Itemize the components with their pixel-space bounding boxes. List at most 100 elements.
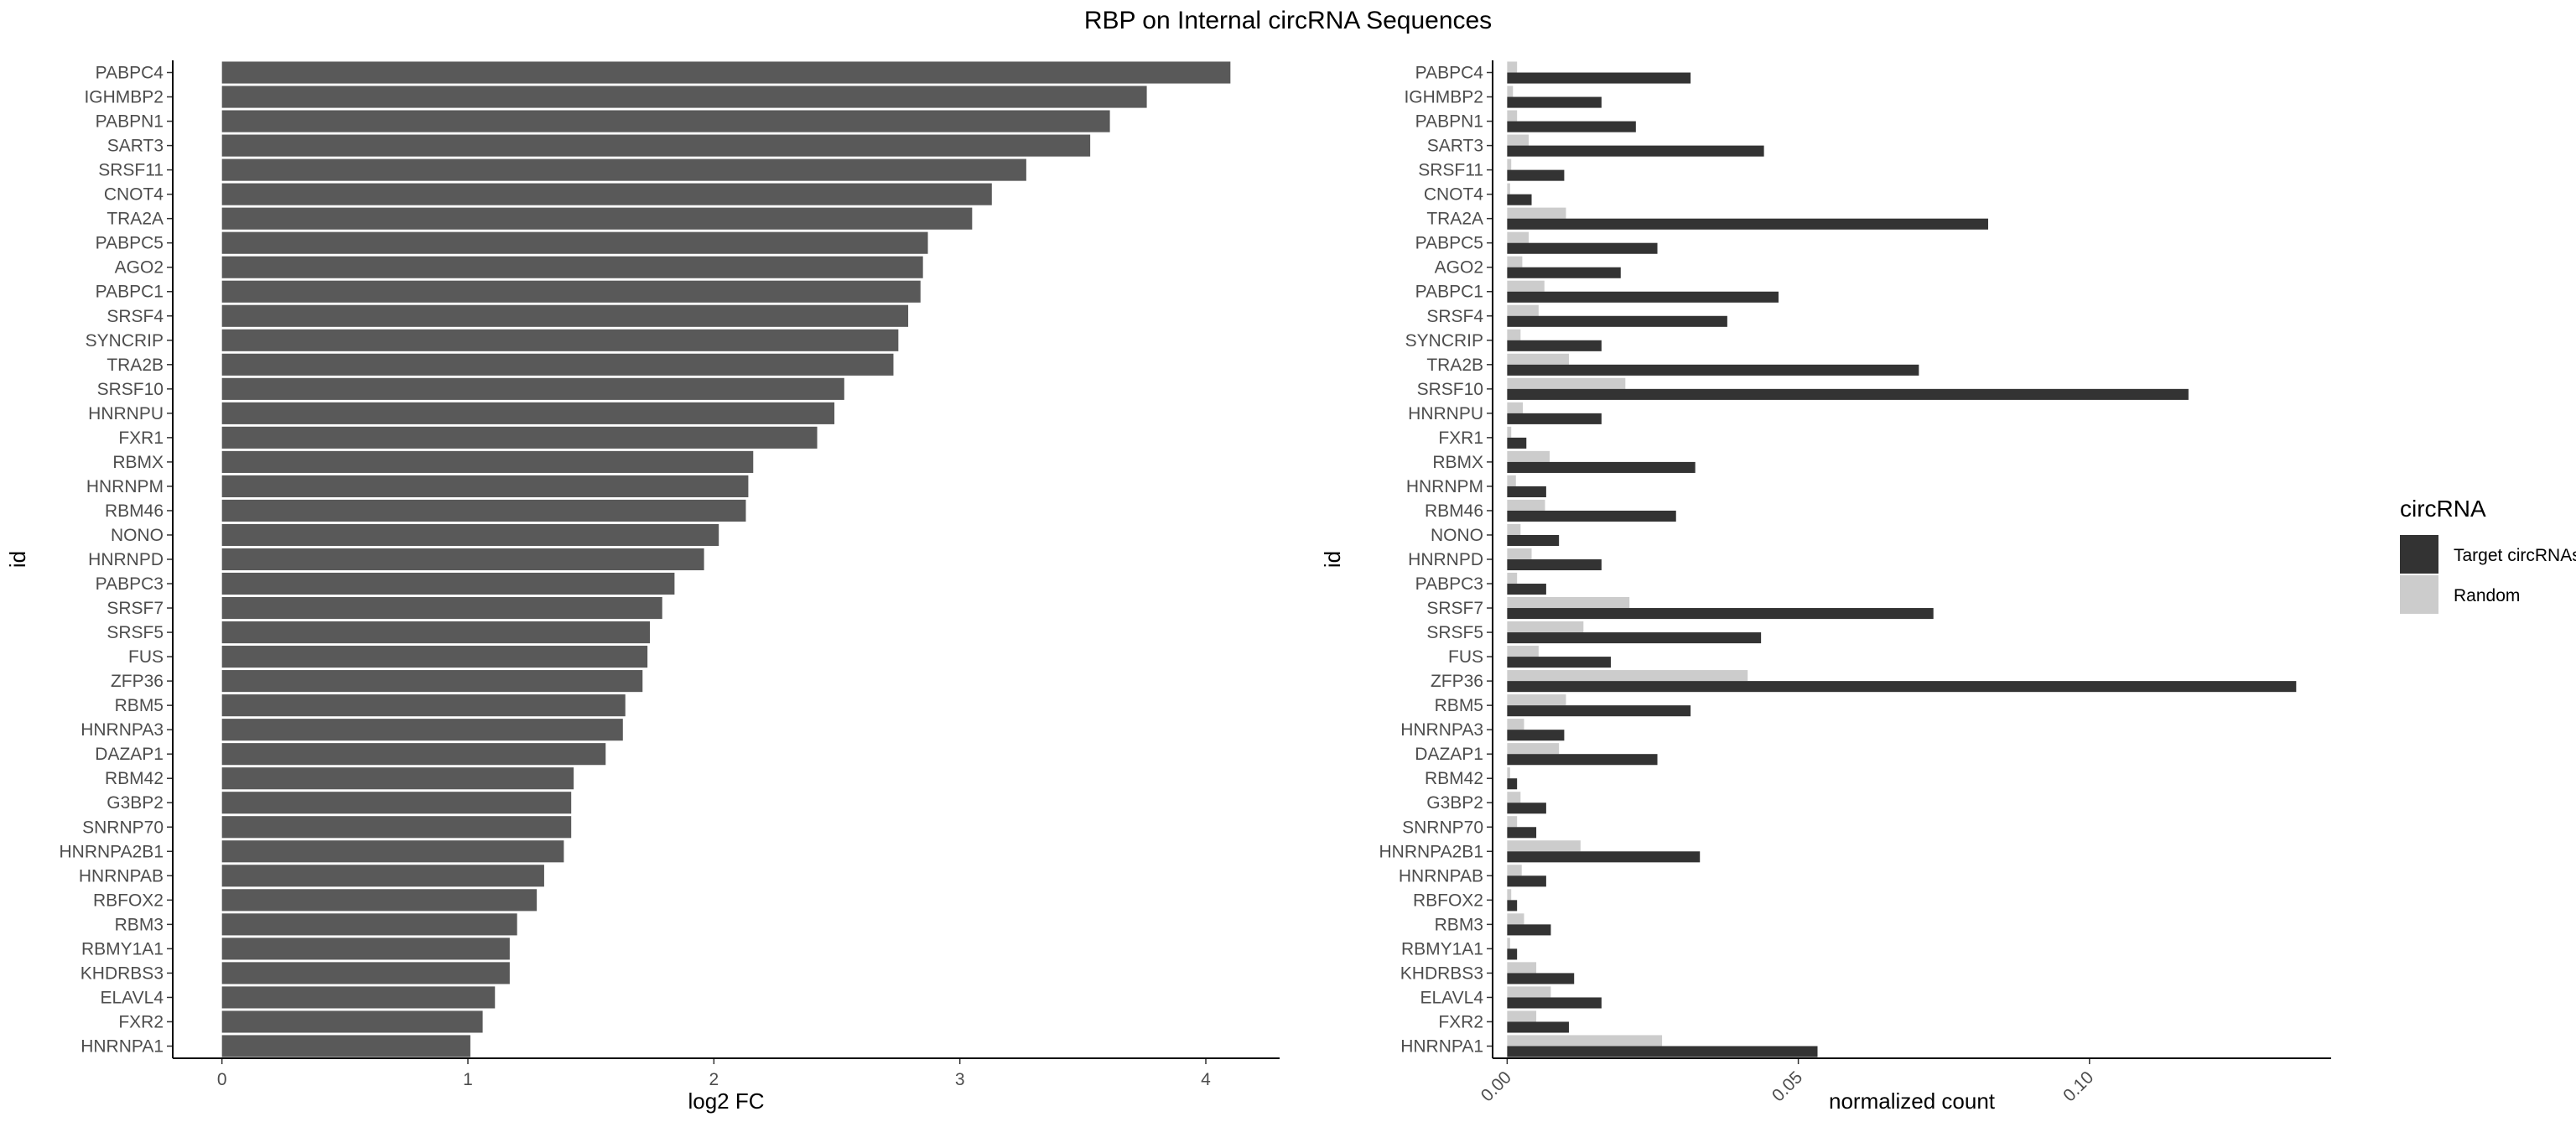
normalized-count-y-tick-label-hnrnpd: HNRNPD <box>1408 550 1483 569</box>
normalized-count-x-tick-label-1: 0.05 <box>1768 1067 1806 1105</box>
log2fc-bar-pabpc3 <box>221 572 675 595</box>
normalized-count-y-tick-label-zfp36: ZFP36 <box>1431 672 1483 691</box>
random-bar-syncrip <box>1507 329 1521 340</box>
log2fc-y-tick-label-nono: NONO <box>111 526 164 545</box>
normalized-count-y-tick-label-hnrnpa3: HNRNPA3 <box>1400 720 1483 740</box>
log2fc-bar-fxr1 <box>221 426 818 449</box>
normalized-count-x-tick-label-0: 0.00 <box>1478 1067 1515 1105</box>
log2fc-bar-ighmbp2 <box>221 86 1147 108</box>
normalized-count-x-tick-label-2: 0.10 <box>2059 1067 2097 1105</box>
normalized-count-y-tick-label-pabpc5: PABPC5 <box>1415 234 1483 253</box>
random-bar-rbfox2 <box>1507 889 1512 901</box>
target-bar-rbm5 <box>1507 705 1691 717</box>
target-bar-hnrnpd <box>1507 559 1602 571</box>
log2fc-bar-srsf11 <box>221 158 1026 181</box>
log2fc-bar-g3bp2 <box>221 792 572 814</box>
log2fc-y-tick-label-srsf4: SRSF4 <box>106 307 164 326</box>
target-bar-srsf7 <box>1507 608 1934 620</box>
random-bar-hnrnpm <box>1507 475 1516 486</box>
log2fc-y-tick-label-dazap1: DAZAP1 <box>95 745 164 764</box>
target-bar-fxr2 <box>1507 1021 1569 1033</box>
log2fc-y-tick-label-pabpn1: PABPN1 <box>96 112 164 132</box>
log2fc-y-tick-label-hnrnpd: HNRNPD <box>88 550 164 569</box>
log2fc-bar-cnot4 <box>221 183 992 205</box>
log2fc-y-tick-label-ighmbp2: IGHMBP2 <box>84 88 164 107</box>
target-bar-tra2a <box>1507 218 1988 230</box>
log2fc-y-tick-label-hnrnpa3: HNRNPA3 <box>80 720 164 740</box>
target-bar-cnot4 <box>1507 194 1532 205</box>
log2fc-bar-ago2 <box>221 256 923 278</box>
log2fc-bars <box>221 61 1231 1057</box>
normalized-count-y-axis-title: id <box>1320 551 1345 568</box>
log2fc-bar-dazap1 <box>221 743 606 766</box>
target-bar-hnrnpa3 <box>1507 730 1565 741</box>
normalized-count-y-tick-label-hnrnpab: HNRNPAB <box>1399 866 1483 886</box>
random-bar-khdrbs3 <box>1507 962 1537 974</box>
normalized-count-y-tick-label-rbm46: RBM46 <box>1425 501 1483 521</box>
random-bar-srsf10 <box>1507 377 1626 389</box>
log2fc-x-tick-label-1: 1 <box>463 1070 473 1089</box>
normalized-count-y-tick-label-nono: NONO <box>1431 526 1483 545</box>
log2fc-x-ticks: 0 1 2 3 4 <box>217 1058 1211 1089</box>
target-bar-zfp36 <box>1507 681 2297 693</box>
log2fc-y-tick-label-rbm3: RBM3 <box>115 915 164 934</box>
log2fc-bar-srsf10 <box>221 377 844 400</box>
target-bar-hnrnpab <box>1507 875 1546 887</box>
log2fc-y-tick-label-fus: FUS <box>128 647 164 667</box>
log2fc-y-tick-label-hnrnpa2b1: HNRNPA2B1 <box>60 842 164 861</box>
target-bar-pabpn1 <box>1507 121 1636 132</box>
log2fc-bar-tra2b <box>221 353 894 376</box>
log2fc-y-tick-label-snrnp70: SNRNP70 <box>82 818 164 837</box>
legend-label-target-circrnas: Target circRNAs <box>2454 546 2576 565</box>
normalized-count-panel: PABPC4 IGHMBP2 PABPN1 SART3 SRSF11 CNOT4 TRA2A… <box>1320 60 2331 1114</box>
random-bar-pabpn1 <box>1507 110 1518 122</box>
log2fc-bar-rbfox2 <box>221 889 538 912</box>
log2fc-y-tick-label-syncrip: SYNCRIP <box>86 331 164 351</box>
random-bar-rbmy1a1 <box>1507 938 1510 949</box>
normalized-count-y-tick-label-fus: FUS <box>1448 647 1483 667</box>
normalized-count-y-tick-label-hnrnpm: HNRNPM <box>1406 477 1483 496</box>
random-bar-ago2 <box>1507 256 1523 268</box>
log2fc-bar-pabpc4 <box>221 61 1231 84</box>
target-bar-nono <box>1507 534 1560 547</box>
target-bar-srsf11 <box>1507 169 1565 181</box>
normalized-count-y-tick-label-ago2: AGO2 <box>1435 258 1483 278</box>
main-title: RBP on Internal circRNA Sequences <box>1084 7 1492 34</box>
target-bar-tra2b <box>1507 364 1919 376</box>
log2fc-y-tick-label-sart3: SART3 <box>107 137 164 156</box>
log2fc-y-tick-label-tra2b: TRA2B <box>106 356 164 375</box>
target-bar-rbmy1a1 <box>1507 948 1518 960</box>
log2fc-bar-tra2a <box>221 207 973 230</box>
log2fc-bar-fus <box>221 646 648 668</box>
log2fc-bar-hnrnpd <box>221 548 704 571</box>
random-bar-srsf7 <box>1507 596 1630 609</box>
target-bar-fus <box>1507 657 1611 668</box>
random-bar-fxr1 <box>1507 426 1512 438</box>
log2fc-bar-syncrip <box>221 329 899 351</box>
normalized-count-y-tick-label-rbmx: RBMX <box>1432 453 1483 472</box>
normalized-count-y-tick-label-srsf4: SRSF4 <box>1426 307 1483 326</box>
log2fc-y-tick-label-pabpc4: PABPC4 <box>96 64 164 83</box>
target-bar-rbfox2 <box>1507 900 1518 912</box>
random-bar-g3bp2 <box>1507 792 1521 803</box>
random-bar-elavl4 <box>1507 986 1551 998</box>
normalized-count-y-tick-label-sart3: SART3 <box>1427 137 1483 156</box>
random-bar-pabpc4 <box>1507 61 1518 73</box>
log2fc-y-tick-label-rbmy1a1: RBMY1A1 <box>81 939 164 958</box>
random-bar-rbm42 <box>1507 767 1510 779</box>
normalized-count-x-ticks: 0.00 0.05 0.10 <box>1478 1058 2097 1105</box>
random-bar-cnot4 <box>1507 183 1510 195</box>
target-bar-elavl4 <box>1507 997 1602 1009</box>
normalized-count-y-tick-label-syncrip: SYNCRIP <box>1405 331 1483 351</box>
legend-key-target-circrnas <box>2400 535 2438 574</box>
log2fc-bar-rbmx <box>221 450 754 473</box>
random-bar-hnrnpd <box>1507 548 1532 559</box>
target-bar-g3bp2 <box>1507 803 1546 814</box>
normalized-count-y-tick-label-rbfox2: RBFOX2 <box>1413 891 1483 910</box>
log2fc-y-tick-labels: PABPC4 IGHMBP2 PABPN1 SART3 SRSF11 CNOT4 TRA2A… <box>60 64 173 1056</box>
log2fc-bar-rbm42 <box>221 767 574 790</box>
random-bar-rbm3 <box>1507 913 1524 925</box>
log2fc-y-tick-label-ago2: AGO2 <box>115 258 164 278</box>
log2fc-bar-srsf4 <box>221 304 909 327</box>
target-bar-khdrbs3 <box>1507 973 1575 984</box>
